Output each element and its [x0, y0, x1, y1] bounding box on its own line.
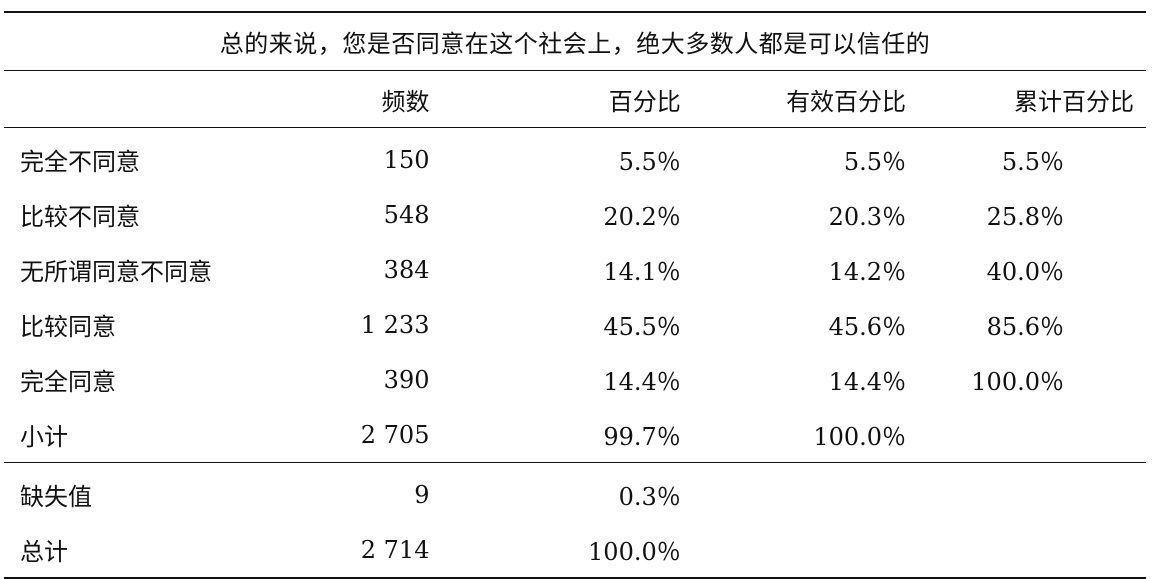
- header-valid-percent: 有效百分比: [682, 70, 911, 128]
- row-label: 比较同意: [20, 313, 116, 341]
- row-cumulative-percent: 40.0％: [986, 258, 1064, 286]
- table-row: 小计 2 705 99.7％ 100.0％: [4, 407, 1146, 463]
- row-valid-percent: 45.6％: [828, 313, 907, 341]
- table-row: 比较不同意 548 20.2％ 20.3％ 25.8％: [4, 187, 1146, 242]
- row-cumulative-percent: 25.8％: [986, 203, 1064, 231]
- table-caption: 总的来说，您是否同意在这个社会上，绝大多数人都是可以信任的: [4, 11, 1146, 71]
- row-frequency: 548: [383, 200, 430, 229]
- row-percent: 20.2％: [603, 203, 681, 231]
- row-label: 缺失值: [4, 462, 313, 522]
- header-percent: 百分比: [441, 70, 683, 128]
- header-label: [4, 70, 313, 128]
- table-header-row: 频数 百分比 有效百分比 累计百分比: [4, 70, 1146, 128]
- row-cumulative-percent: 5.5％: [1001, 148, 1064, 176]
- row-frequency: 9: [312, 462, 442, 522]
- row-cumulative-percent: [910, 407, 1146, 463]
- row-frequency: 1 233: [360, 310, 430, 339]
- row-label: 比较不同意: [20, 203, 140, 231]
- valid-rows: 完全不同意 150 5.5％ 5.5％ 5.5％ 比较不同意 548 20.2％…: [4, 128, 1146, 463]
- row-frequency: 384: [383, 255, 430, 284]
- row-label: 完全不同意: [20, 148, 140, 176]
- row-percent: 0.3％: [441, 462, 683, 522]
- row-cumulative-percent: [910, 522, 1146, 579]
- table-row: 总计 2 714 100.0％: [4, 522, 1146, 579]
- table-row: 无所谓同意不同意 384 14.1％ 14.2％ 40.0％: [4, 242, 1146, 297]
- row-valid-percent: 100.0％: [813, 423, 907, 451]
- header-frequency: 频数: [312, 70, 442, 128]
- row-percent: 5.5％: [618, 148, 681, 176]
- row-valid-percent: 14.2％: [828, 258, 907, 286]
- row-valid-percent: 20.3％: [828, 203, 907, 231]
- row-percent: 100.0％: [441, 522, 683, 579]
- missing-rows: 缺失值 9 0.3％ 总计 2 714 100.0％: [4, 462, 1146, 579]
- row-frequency: 2 705: [360, 420, 430, 449]
- row-percent: 14.4％: [603, 368, 681, 396]
- row-valid-percent: 5.5％: [843, 148, 907, 176]
- table-row: 完全不同意 150 5.5％ 5.5％ 5.5％: [4, 128, 1146, 188]
- row-label: 总计: [4, 522, 313, 579]
- row-label: 完全同意: [20, 368, 116, 396]
- row-percent: 99.7％: [603, 423, 681, 451]
- table-row: 完全同意 390 14.4％ 14.4％ 100.0％: [4, 352, 1146, 407]
- row-cumulative-percent: 85.6％: [986, 313, 1064, 341]
- row-frequency: 2 714: [312, 522, 442, 579]
- row-label: 小计: [20, 423, 68, 451]
- table-caption-row: 总的来说，您是否同意在这个社会上，绝大多数人都是可以信任的: [4, 11, 1146, 71]
- frequency-table: 总的来说，您是否同意在这个社会上，绝大多数人都是可以信任的 频数 百分比 有效百…: [4, 11, 1146, 579]
- row-valid-percent: 14.4％: [828, 368, 907, 396]
- frequency-table-container: 总的来说，您是否同意在这个社会上，绝大多数人都是可以信任的 频数 百分比 有效百…: [4, 11, 1146, 579]
- row-cumulative-percent: 100.0％: [971, 368, 1064, 396]
- row-percent: 45.5％: [603, 313, 681, 341]
- row-cumulative-percent: [910, 462, 1146, 522]
- row-valid-percent: [682, 522, 911, 579]
- row-valid-percent: [682, 462, 911, 522]
- row-label: 无所谓同意不同意: [20, 258, 212, 286]
- table-row: 缺失值 9 0.3％: [4, 462, 1146, 522]
- row-frequency: 150: [383, 145, 430, 174]
- row-percent: 14.1％: [603, 258, 681, 286]
- row-frequency: 390: [383, 365, 430, 394]
- header-cumulative-percent: 累计百分比: [910, 70, 1146, 128]
- table-row: 比较同意 1 233 45.5％ 45.6％ 85.6％: [4, 297, 1146, 352]
